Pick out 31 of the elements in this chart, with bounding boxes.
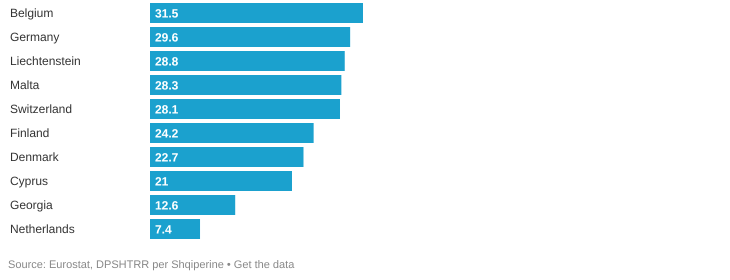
y-tick-label: Georgia xyxy=(10,198,54,212)
bar xyxy=(150,99,340,119)
bar xyxy=(150,51,345,71)
y-tick-label: Cyprus xyxy=(10,174,48,188)
bar xyxy=(150,171,292,191)
bar xyxy=(150,27,350,47)
data-label: 12.6 xyxy=(155,198,179,212)
data-label: 21 xyxy=(155,174,169,188)
bar xyxy=(150,123,314,143)
bar xyxy=(150,195,236,215)
data-label: 24.2 xyxy=(155,126,179,140)
y-tick-label: Belgium xyxy=(10,6,54,20)
y-tick-label: Switzerland xyxy=(10,102,72,116)
data-label: 22.7 xyxy=(155,150,179,164)
y-tick-label: Germany xyxy=(10,30,60,44)
data-label: 7.4 xyxy=(155,222,172,236)
y-tick-label: Finland xyxy=(10,126,50,140)
data-label: 28.3 xyxy=(155,78,179,92)
source-note: Source: Eurostat, DPSHTRR per Shqiperine • Get the data xyxy=(8,259,294,271)
data-label: 29.6 xyxy=(155,30,179,44)
data-label: 31.5 xyxy=(155,6,179,20)
y-tick-label: Liechtenstein xyxy=(10,54,81,68)
bar xyxy=(150,147,304,167)
y-tick-label: Netherlands xyxy=(10,222,75,236)
bar xyxy=(150,219,200,239)
bar xyxy=(150,75,342,95)
y-tick-label: Denmark xyxy=(10,150,60,164)
y-tick-label: Malta xyxy=(10,78,40,92)
data-label: 28.8 xyxy=(155,54,179,68)
data-label: 28.1 xyxy=(155,102,179,116)
bar xyxy=(150,3,363,23)
